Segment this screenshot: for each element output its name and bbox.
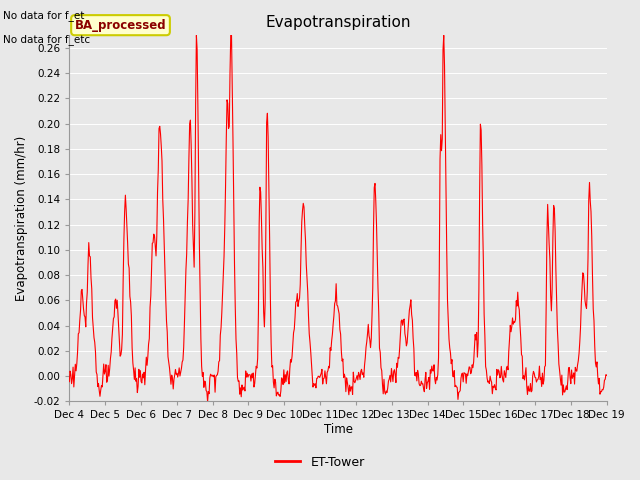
Legend: ET-Tower: ET-Tower <box>270 451 370 474</box>
Title: Evapotranspiration: Evapotranspiration <box>265 15 411 30</box>
Text: No data for f_et: No data for f_et <box>3 10 84 21</box>
X-axis label: Time: Time <box>323 423 353 436</box>
Y-axis label: Evapotranspiration (mm/hr): Evapotranspiration (mm/hr) <box>15 136 28 301</box>
Text: BA_processed: BA_processed <box>75 19 166 32</box>
Text: No data for f_etc: No data for f_etc <box>3 34 90 45</box>
